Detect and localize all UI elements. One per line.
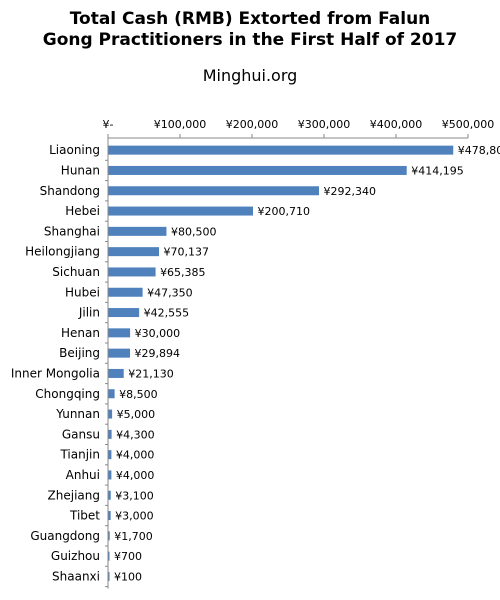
bar — [108, 226, 167, 236]
data-label: ¥29,894 — [135, 347, 181, 360]
bar — [108, 186, 319, 196]
x-tick-label: ¥200,000 — [226, 118, 279, 131]
data-label: ¥3,100 — [115, 489, 153, 502]
data-label: ¥70,137 — [163, 246, 209, 259]
category-label: Tianjin — [59, 448, 100, 462]
category-label: Anhui — [66, 468, 100, 482]
data-label: ¥21,130 — [128, 367, 174, 380]
data-label: ¥8,500 — [119, 388, 157, 401]
bar — [108, 165, 407, 175]
data-label: ¥478,800 — [458, 144, 500, 157]
bar — [108, 287, 143, 297]
category-label: Gansu — [62, 427, 100, 441]
data-label: ¥4,000 — [116, 469, 155, 482]
category-label: Hubei — [65, 285, 100, 299]
category-label: Inner Mongolia — [11, 366, 100, 380]
category-label: Guizhou — [51, 549, 100, 563]
category-label: Heilongjiang — [25, 245, 100, 259]
bar — [108, 206, 254, 216]
category-label: Shandong — [40, 184, 100, 198]
category-label: Shaanxi — [52, 569, 100, 583]
data-label: ¥80,500 — [171, 225, 217, 238]
category-label: Jilin — [78, 306, 100, 320]
category-label: Shanghai — [44, 224, 100, 238]
bar — [108, 328, 131, 338]
bar — [108, 389, 115, 399]
category-label: Beijing — [59, 346, 100, 360]
bar — [108, 450, 112, 460]
bar — [108, 571, 110, 581]
bar — [108, 368, 124, 378]
x-tick-label: ¥400,000 — [370, 118, 423, 131]
category-label: Guangdong — [30, 529, 100, 543]
data-label: ¥42,555 — [144, 307, 190, 320]
bar — [108, 247, 159, 257]
chart-title-line-1: Total Cash (RMB) Extorted from Falun — [69, 9, 431, 29]
bar — [108, 348, 131, 358]
data-label: ¥1,700 — [114, 530, 153, 543]
category-label: Tibet — [69, 509, 100, 523]
data-label: ¥414,195 — [411, 164, 464, 177]
category-label: Hebei — [65, 204, 100, 218]
bar — [108, 429, 112, 439]
x-tick-label: ¥- — [103, 118, 114, 131]
category-label: Zhejiang — [48, 488, 100, 502]
chart-subtitle: Minghui.org — [202, 66, 298, 85]
bar — [108, 531, 110, 541]
data-label: ¥30,000 — [135, 327, 181, 340]
bar — [108, 409, 113, 419]
data-label: ¥292,340 — [323, 185, 376, 198]
bar — [108, 511, 111, 521]
data-label: ¥5,000 — [117, 408, 156, 421]
data-label: ¥4,300 — [116, 428, 155, 441]
bar — [108, 308, 140, 318]
bar — [108, 490, 111, 500]
chart-title-line-2: Gong Practitioners in the First Half of … — [42, 30, 458, 50]
bar — [108, 145, 454, 155]
x-tick-label: ¥500,000 — [442, 118, 495, 131]
data-label: ¥700 — [114, 550, 142, 563]
category-label: Sichuan — [52, 265, 100, 279]
data-label: ¥100 — [114, 570, 142, 583]
data-label: ¥65,385 — [160, 266, 206, 279]
data-label: ¥47,350 — [147, 286, 193, 299]
category-label: Yunnan — [55, 407, 100, 421]
bar — [108, 267, 156, 277]
category-label: Henan — [61, 326, 100, 340]
bar — [108, 470, 112, 480]
category-label: Liaoning — [49, 143, 100, 157]
data-label: ¥4,000 — [116, 449, 155, 462]
data-label: ¥200,710 — [258, 205, 311, 218]
category-label: Hunan — [61, 163, 100, 177]
x-tick-label: ¥300,000 — [298, 118, 351, 131]
bar — [108, 551, 110, 561]
data-label: ¥3,000 — [115, 510, 154, 523]
category-label: Chongqing — [35, 387, 100, 401]
x-tick-label: ¥100,000 — [154, 118, 207, 131]
